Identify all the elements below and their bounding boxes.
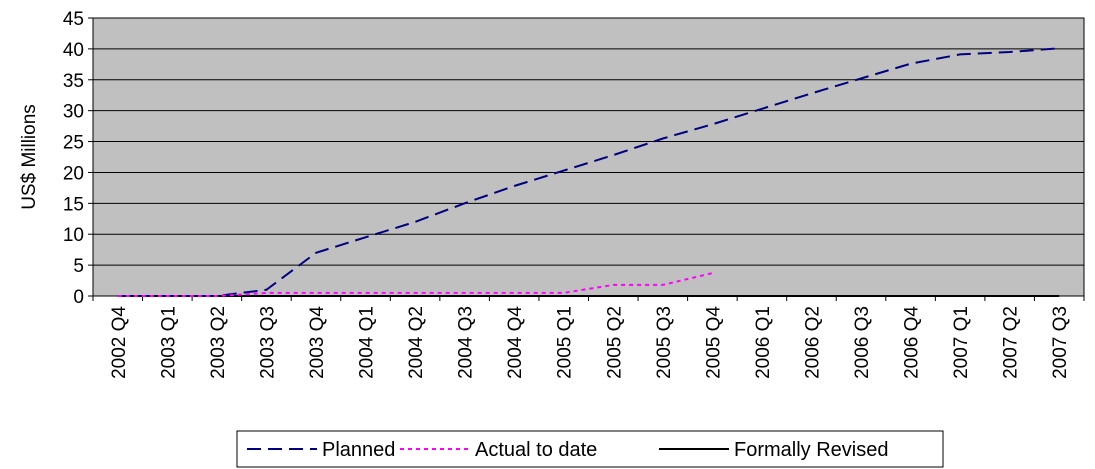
x-tick-label: 2006 Q1: [753, 306, 774, 379]
y-tick-label: 40: [63, 40, 84, 61]
series-line-actual-to-date: [117, 272, 713, 297]
x-tick-label: 2006 Q2: [802, 306, 823, 379]
x-tick-label: 2004 Q2: [406, 306, 427, 379]
legend-label: Planned: [322, 439, 395, 461]
x-tick-label: 2004 Q3: [456, 306, 477, 379]
x-tick-label: 2004 Q1: [357, 306, 378, 379]
x-tick-label: 2003 Q2: [208, 306, 229, 379]
x-tick-label: 2003 Q3: [257, 306, 278, 379]
y-tick-label: 30: [63, 102, 84, 123]
x-tick-label: 2003 Q1: [158, 306, 179, 379]
y-axis-title: US$ Millions: [19, 104, 40, 210]
legend-box: [236, 430, 944, 468]
x-tick-label: 2002 Q4: [109, 306, 130, 379]
x-tick-label: 2006 Q3: [852, 306, 873, 379]
x-tick-label: 2004 Q4: [505, 306, 526, 379]
y-tick-label: 35: [63, 71, 84, 92]
x-axis-labels: 2002 Q4 2003 Q1 2003 Q2 2003 Q3 2003 Q4 2004 …: [109, 306, 1071, 379]
x-tick-label: 2005 Q3: [654, 306, 675, 379]
x-tick-label: 2005 Q1: [555, 306, 576, 379]
x-tick-label: 2007 Q3: [1050, 306, 1071, 379]
x-tick-label: 2007 Q1: [951, 306, 972, 379]
legend: Planned Actual to date Formally Revised: [236, 430, 944, 468]
y-tick-label: 45: [63, 9, 84, 30]
gridlines: [93, 48, 1084, 266]
x-tick-label: 2006 Q4: [902, 306, 923, 379]
y-tick-label: 15: [63, 194, 84, 215]
legend-label: Actual to date: [475, 439, 597, 461]
y-tick-label: 25: [63, 133, 84, 154]
y-axis-ticks: 0 5 10 15 20 25 30 35 40 45: [63, 9, 93, 308]
x-tick-label: 2005 Q4: [703, 306, 724, 379]
y-tick-label: 20: [63, 163, 84, 184]
x-tick-label: 2003 Q4: [307, 306, 328, 379]
legend-label: Formally Revised: [734, 439, 888, 461]
y-tick-label: 10: [63, 225, 84, 246]
x-tick-label: 2007 Q2: [1001, 306, 1022, 379]
y-tick-label: 5: [73, 256, 84, 277]
series-lines: [117, 47, 1060, 297]
series-line-planned: [117, 47, 1060, 297]
y-tick-label: 0: [73, 287, 84, 308]
plot-area: [92, 17, 1085, 297]
x-tick-label: 2005 Q2: [604, 306, 625, 379]
